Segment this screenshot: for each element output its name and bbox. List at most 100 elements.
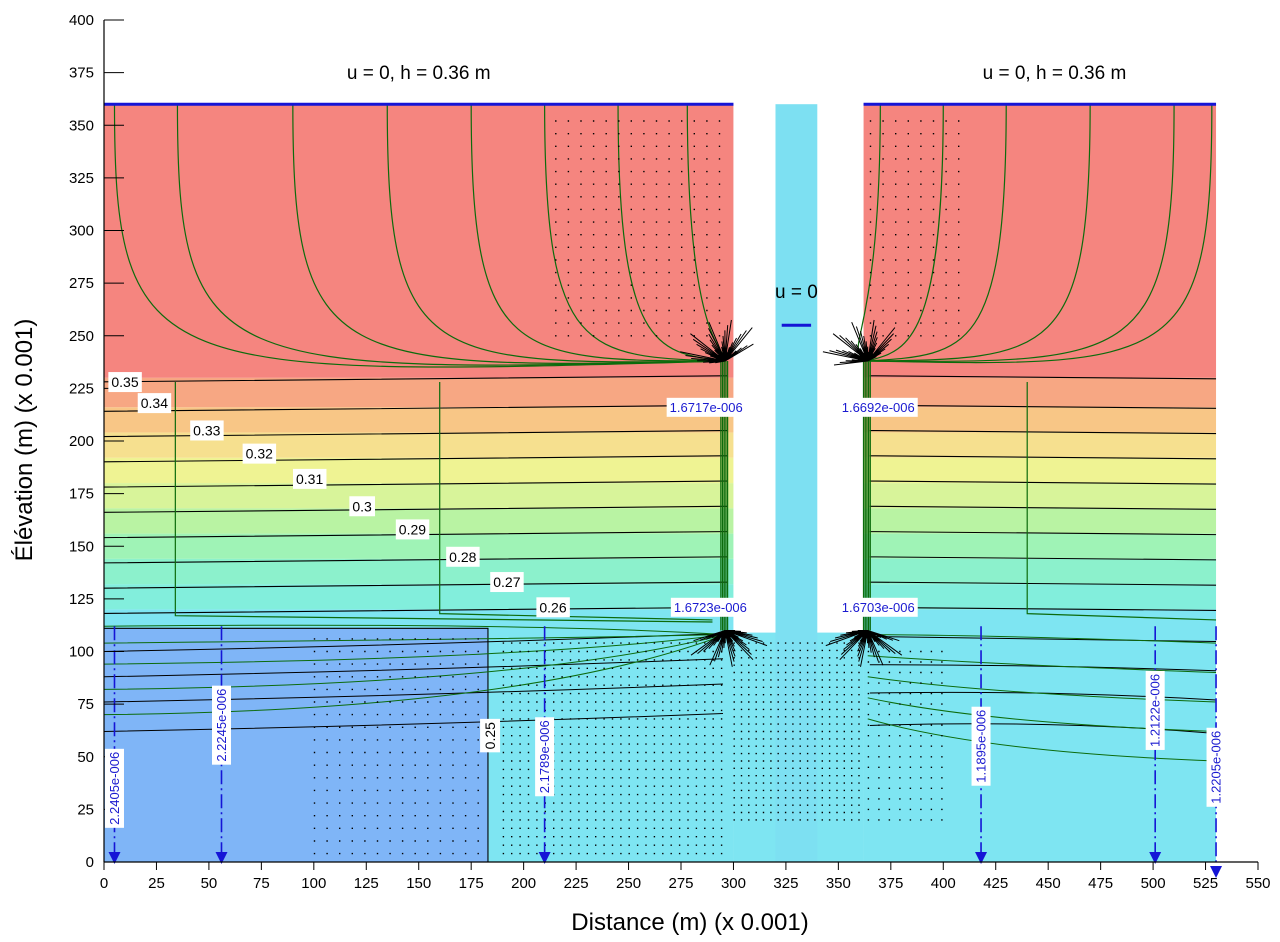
contour-line-right [869,375,1217,380]
vector-field-bottom-center [733,642,860,821]
color-band-right [863,407,1217,433]
color-band-left [104,558,734,585]
x-tick-label: 25 [148,875,165,892]
contour-label: 0.34 [137,393,172,414]
contour-label: 0.31 [292,468,327,489]
contour-label-box [349,496,376,517]
flux-label: 2.1789e-006 [535,717,555,797]
flux-label: 1.6717e-006 [666,397,746,417]
color-band-right [863,483,1217,509]
color-band-left [104,457,734,484]
x-tick-label: 300 [721,875,746,892]
y-tick-label: 350 [69,117,94,134]
contour-line-left [103,556,728,564]
boundary-condition-label: u = 0, h = 0.36 m [983,63,1127,84]
y-tick-label: 375 [69,65,94,82]
contour-label-text: 0.29 [399,521,426,537]
flux-label-text: 1.6703e-006 [842,600,915,615]
contour-label: 0.27 [490,572,524,593]
flow-line-vertical [1026,382,1217,621]
contour-line-left [103,455,728,463]
contour-line-left [103,606,728,614]
contour-label-box [490,572,524,593]
y-tick-label: 300 [69,223,94,240]
velocity-vectors [313,120,960,855]
x-axis-title: Distance (m) (x 0.001) [571,909,808,936]
x-tick-label: 0 [100,875,108,892]
flow-line-left [292,104,726,364]
flux-label-box [1206,727,1226,807]
contour-label-box [137,393,172,414]
y-tick-label: 175 [69,486,94,503]
x-tick-label: 200 [511,875,536,892]
flow-line-bottom-right [867,655,1217,674]
flow-line-left [544,104,726,362]
arrow-cluster-top-right [822,319,896,366]
x-tick-label: 50 [201,875,218,892]
contour-line-lower-right [869,664,1217,672]
x-tick-label: 400 [931,875,956,892]
color-band-right [863,558,1217,585]
flux-label-text: 1.2205e-006 [1209,731,1224,804]
contour-label-text: 0.27 [493,574,520,590]
y-tick-label: 75 [77,696,94,713]
color-band-right [863,104,1217,378]
flux-section-arrow [1149,852,1162,864]
contour-label-box [108,372,142,393]
flux-label-box [1145,670,1165,750]
flow-line-vertical [174,382,713,623]
flux-label-box [838,597,918,617]
color-band-left [104,377,734,408]
x-tick-label: 250 [616,875,641,892]
flow-line-bottom-left [103,634,726,665]
y-tick-label: 25 [77,801,94,818]
contour-label: 0.35 [108,372,142,393]
color-band-right [863,584,1217,610]
contour-line-right [869,505,1217,510]
vector-field-upper-right [869,120,960,337]
flux-label-box [670,597,750,617]
flux-label: 1.6703e-006 [838,597,918,617]
flow-line-left [386,104,726,363]
x-tick-label: 175 [459,875,484,892]
color-band-right [863,533,1217,559]
flow-line-bottom-left [103,624,726,636]
flux-label: 1.6692e-006 [838,397,918,417]
contour-label-text: 0.33 [193,422,220,438]
x-tick-label: 350 [826,875,851,892]
flux-section-arrow [538,852,551,864]
vector-field-low-region [313,638,479,855]
flux-label: 2.2405e-006 [104,748,124,828]
x-tick-label: 375 [878,875,903,892]
y-tick-label: 150 [69,538,94,555]
flux-label-text: 1.6717e-006 [670,400,743,415]
trench [775,104,818,862]
contour-label-text: 0.35 [111,374,138,390]
contour-label-box [480,718,501,753]
contour-label: 0.29 [395,519,430,540]
boundary-condition-label: u = 0, h = 0.36 m [347,63,491,84]
contour-label: 0.28 [446,546,480,567]
x-tick-label: 100 [301,875,326,892]
y-tick-label: 250 [69,328,94,345]
color-band-left [104,483,734,509]
flux-label-text: 1.2122e-006 [1148,674,1163,747]
color-band-left [104,104,734,378]
contour-line-left [103,581,728,589]
flux-label: 1.6723e-006 [670,597,750,617]
flux-section-arrow [108,852,121,864]
y-tick-label: 400 [69,12,94,29]
flux-label: 1.1895e-006 [971,706,991,786]
y-axis-title: Élévation (m) (x 0.001) [11,319,38,562]
flux-label-box [535,717,555,797]
y-tick-label: 325 [69,170,94,187]
color-band-right [863,508,1217,534]
contour-line-left [103,404,728,412]
color-band-right [863,457,1217,484]
flow-line-bottom-left [103,634,726,644]
contour-line-left [103,375,728,383]
low-head-region [104,628,488,862]
wall-right [817,104,864,633]
arrow-cluster-top-left [680,319,754,364]
